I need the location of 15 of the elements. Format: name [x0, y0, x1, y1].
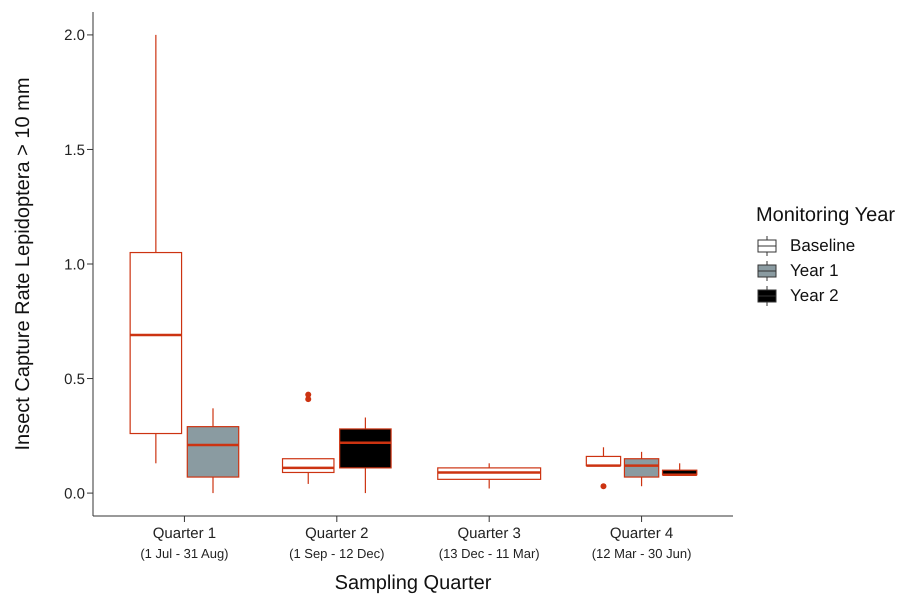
legend-label: Year 1	[790, 260, 839, 280]
y-tick-label: 1.5	[64, 142, 85, 159]
y-tick-label: 0.5	[64, 370, 85, 388]
x-tick-label: Quarter 2 (1 Sep - 12 Dec)	[289, 525, 384, 561]
y-tick-label: 0.0	[64, 485, 85, 502]
x-tick-label: Quarter 4 (12 Mar - 30 Jun)	[592, 525, 692, 561]
y-axis-title: Insect Capture Rate Lepidoptera > 10 mm	[12, 78, 34, 450]
x-tick-label: Quarter 1 (1 Jul - 31 Aug)	[140, 525, 229, 561]
x-tick-label: Quarter 3 (13 Dec - 11 Mar)	[438, 525, 540, 561]
text: Baseline	[790, 236, 856, 256]
y-tick-label: 2.0	[64, 27, 85, 44]
legend-title: Monitoring Year	[756, 204, 895, 227]
x-axis-title: Sampling Quarter	[334, 572, 492, 594]
legend-label: Year 2	[790, 286, 839, 306]
y-tick-label: 1.0	[64, 256, 85, 274]
